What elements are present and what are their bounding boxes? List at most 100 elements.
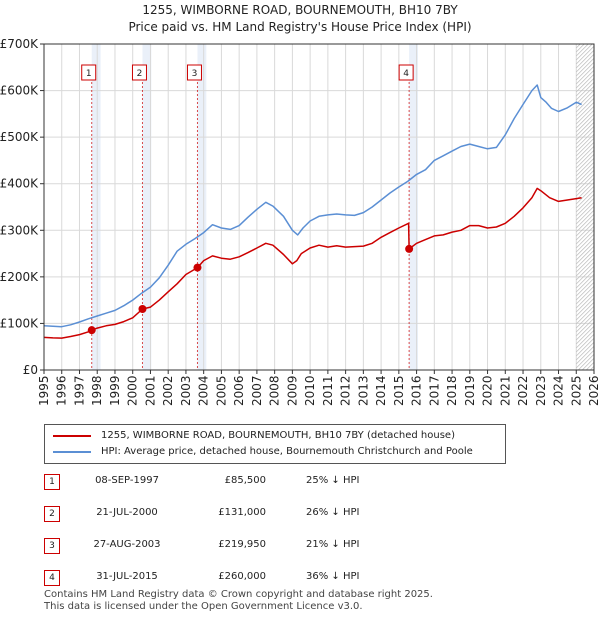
y-tick-label: £600K [0, 84, 39, 98]
forecast-hatch-line [575, 193, 595, 213]
forecast-hatch-line [575, 277, 595, 297]
forecast-hatch-line [575, 249, 595, 269]
forecast-hatch-line [575, 49, 595, 69]
sale-marker-label: 4 [44, 570, 60, 586]
forecast-hatch-line [575, 245, 595, 265]
forecast-hatch-line [575, 197, 595, 217]
forecast-hatch-line [575, 65, 595, 85]
x-tick-label: 2020 [481, 375, 495, 406]
sale-label-box [131, 64, 147, 81]
forecast-hatch-line [575, 317, 595, 337]
footer-attribution: Contains HM Land Registry data © Crown c… [44, 589, 433, 613]
sale-band [409, 44, 418, 370]
forecast-hatch-line [575, 265, 595, 285]
y-tick-label: £700K [0, 37, 39, 51]
forecast-hatch-line [575, 145, 595, 165]
forecast-hatch-line [575, 43, 585, 53]
sale-marker-label: 2 [44, 506, 60, 522]
forecast-hatch-line [575, 125, 595, 145]
x-tick-label: 2006 [232, 375, 246, 406]
x-tick-label: 2021 [498, 375, 512, 406]
forecast-hatch-line [575, 293, 595, 313]
forecast-hatch-line [589, 365, 595, 371]
y-tick-label: £300K [0, 223, 39, 237]
series-lines [43, 84, 582, 339]
forecast-hatch-line [575, 309, 595, 329]
forecast-hatch-line [575, 181, 595, 201]
forecast-hatch-line [575, 257, 595, 277]
x-tick-label: 1997 [72, 375, 86, 406]
forecast-hatch-line [575, 81, 595, 101]
forecast-hatch-line [575, 321, 595, 341]
x-tick-label: 2013 [356, 375, 370, 406]
sale-price: £85,500 [224, 475, 266, 486]
legend-swatch-hpi [53, 451, 91, 453]
forecast-hatch-line [575, 349, 595, 369]
forecast-hatch-line [575, 141, 595, 161]
legend-label-hpi: HPI: Average price, detached house, Bour… [101, 446, 473, 457]
forecast-hatch-line [575, 61, 595, 81]
x-tick-label: 1999 [108, 375, 122, 406]
forecast-hatch-line [575, 329, 595, 349]
forecast-hatch-line [575, 269, 595, 289]
sale-point [87, 326, 96, 335]
forecast-hatch-line [575, 133, 595, 153]
x-tick-label: 2014 [374, 375, 388, 406]
forecast-hatch-line [575, 201, 595, 221]
forecast-hatch-line [575, 165, 595, 185]
table-row: 1 08-SEP-1997 £85,500 25% ↓ HPI [44, 474, 464, 492]
x-tick-label: 2008 [268, 375, 282, 406]
forecast-hatch-line [575, 285, 595, 305]
y-tick-label: £100K [0, 316, 39, 330]
forecast-hatch-line [575, 169, 595, 189]
forecast-hatch-line [575, 97, 595, 117]
forecast-hatch-line [575, 73, 595, 93]
sale-hpi-diff: 36% ↓ HPI [306, 571, 360, 582]
price-chart: 1 2 3 4 £0 £100K £200K £300K £400K £500K £600K £70… [0, 37, 600, 406]
footer-line-1: Contains HM Land Registry data © Crown c… [44, 589, 433, 600]
sale-price: £131,000 [218, 507, 266, 518]
y-tick-label: £500K [0, 130, 39, 144]
legend-label-property: 1255, WIMBORNE ROAD, BOURNEMOUTH, BH10 7… [101, 430, 455, 441]
forecast-hatch-line [575, 241, 595, 261]
sale-points [87, 244, 414, 335]
forecast-hatch-line [575, 261, 595, 281]
forecast-hatch-line [575, 225, 595, 245]
footer-line-2: This data is licensed under the Open Gov… [44, 601, 363, 612]
forecast-hatch-line [575, 157, 595, 177]
forecast-hatch-line [575, 185, 595, 205]
forecast-hatch-line [575, 77, 595, 97]
sale-price: £260,000 [218, 571, 266, 582]
forecast-hatch-line [575, 213, 595, 233]
forecast-hatch-line [575, 121, 595, 141]
forecast-hatch-line [575, 337, 595, 357]
sale-point [138, 304, 147, 313]
forecast-hatch-line [575, 53, 595, 73]
sale-date: 21-JUL-2000 [96, 507, 158, 518]
forecast-hatch-line [581, 357, 595, 371]
forecast-hatch-line [575, 345, 595, 365]
forecast-hatch-line [575, 57, 595, 77]
sale-band [142, 44, 152, 370]
forecast-hatch-line [575, 301, 595, 321]
sale-hpi-diff: 25% ↓ HPI [306, 475, 360, 486]
forecast-hatch-line [575, 45, 595, 65]
plot-border [43, 43, 595, 371]
forecast-hatch-line [575, 209, 595, 229]
forecast-hatch-line [575, 177, 595, 197]
forecast-hatch-line [575, 173, 595, 193]
forecast-hatch-line [575, 297, 595, 317]
forecast-hatch-line [575, 325, 595, 345]
forecast-hatch [575, 43, 595, 371]
x-tick-label: 2000 [126, 375, 140, 406]
forecast-hatch-line [575, 85, 595, 105]
x-tick-label: 2011 [321, 375, 335, 406]
sale-label: 2 [137, 69, 143, 79]
forecast-hatch-line [575, 101, 595, 121]
sale-label-box [398, 64, 414, 81]
forecast-hatch-line [575, 137, 595, 157]
forecast-hatch-line [575, 153, 595, 173]
sale-point [405, 244, 414, 253]
sale-point [193, 263, 202, 272]
property-price-line [43, 187, 582, 339]
